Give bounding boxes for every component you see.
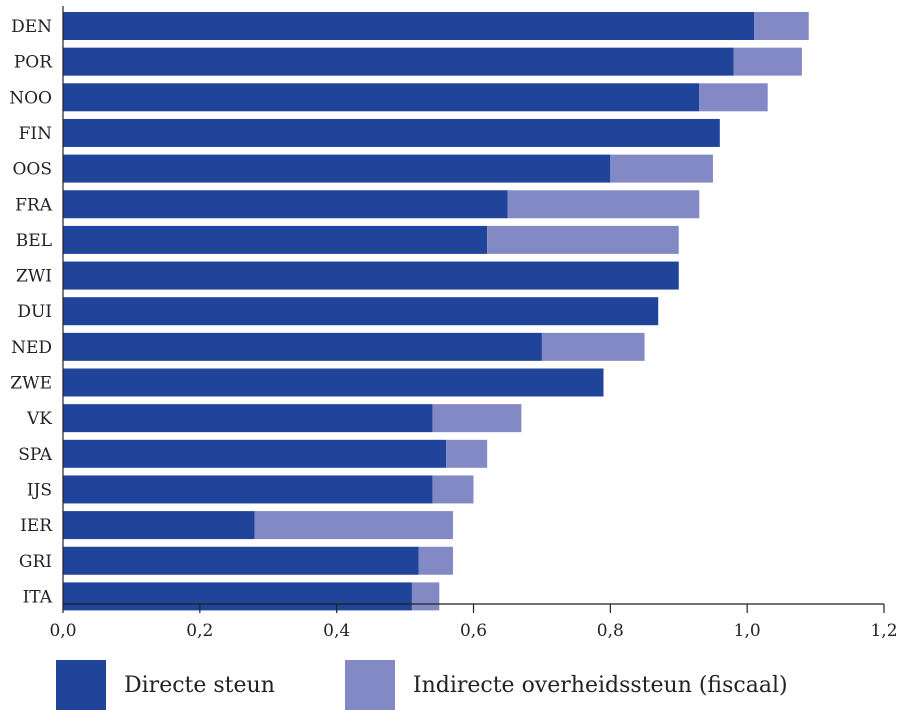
category-label-ita: ITA xyxy=(23,587,53,607)
category-label-gri: GRI xyxy=(19,552,52,572)
category-label-fra: FRA xyxy=(15,195,53,215)
legend-label-directe-steun: Directe steun xyxy=(124,672,275,698)
bar-ita-directe xyxy=(63,582,412,611)
category-label-ned: NED xyxy=(11,338,52,358)
x-tick-label: 0,6 xyxy=(460,621,487,641)
bar-por-directe xyxy=(63,47,734,76)
bar-ier-directe xyxy=(63,511,255,540)
category-label-por: POR xyxy=(14,53,53,73)
bar-fra-indirecte xyxy=(507,190,700,219)
bar-ier-indirecte xyxy=(254,511,453,540)
category-label-vk: VK xyxy=(26,409,52,429)
category-label-ijs: IJS xyxy=(27,480,52,500)
category-label-spa: SPA xyxy=(18,445,53,465)
category-label-noo: NOO xyxy=(9,88,52,108)
bar-spa-indirecte xyxy=(446,439,488,468)
legend-label-indirecte-steun: Indirecte overheidssteun (fiscaal) xyxy=(412,672,788,698)
bar-fin-directe xyxy=(63,118,720,147)
x-tick-label: 0,4 xyxy=(323,621,350,641)
bar-por-indirecte xyxy=(733,47,802,76)
category-label-oos: OOS xyxy=(12,160,52,180)
bar-noo-directe xyxy=(63,83,700,112)
bar-oos-indirecte xyxy=(610,154,713,183)
bar-fra-directe xyxy=(63,190,508,219)
bar-gri-directe xyxy=(63,546,419,575)
bar-oos-directe xyxy=(63,154,611,183)
category-label-bel: BEL xyxy=(16,231,52,251)
bar-gri-indirecte xyxy=(418,546,453,575)
bar-den-directe xyxy=(63,12,755,40)
bar-noo-indirecte xyxy=(699,83,768,112)
bar-vk-directe xyxy=(63,404,433,433)
legend-swatch-indirecte-steun xyxy=(344,660,395,710)
legend-swatch-directe-steun xyxy=(56,660,106,710)
x-tick-label: 0,0 xyxy=(49,621,76,641)
category-label-den: DEN xyxy=(11,17,52,37)
x-tick-label: 0,2 xyxy=(186,621,213,641)
bar-ijs-indirecte xyxy=(432,475,474,504)
legend-item-directe-steun: Directe steun xyxy=(56,660,275,710)
x-tick-label: 0,8 xyxy=(597,621,624,641)
category-label-zwi: ZWI xyxy=(16,267,52,287)
category-label-ier: IER xyxy=(20,516,53,536)
bar-bel-directe xyxy=(63,225,488,254)
x-tick-label: 1,2 xyxy=(870,621,897,641)
category-label-zwe: ZWE xyxy=(10,374,52,394)
bar-spa-directe xyxy=(63,439,447,468)
x-tick-label: 1,0 xyxy=(734,621,761,641)
bar-zwi-directe xyxy=(63,261,679,290)
bar-den-indirecte xyxy=(754,12,809,40)
bar-ned-indirecte xyxy=(541,332,645,361)
legend: Directe steun Indirecte overheidssteun (… xyxy=(56,660,858,710)
bar-ijs-directe xyxy=(63,475,433,504)
bar-dui-directe xyxy=(63,297,659,326)
category-label-fin: FIN xyxy=(19,124,53,144)
bar-vk-indirecte xyxy=(432,404,522,433)
legend-item-indirecte-steun: Indirecte overheidssteun (fiscaal) xyxy=(344,660,788,710)
bar-zwe-directe xyxy=(63,368,604,397)
bar-ita-indirecte xyxy=(411,582,440,611)
bar-ned-directe xyxy=(63,332,542,361)
category-label-dui: DUI xyxy=(17,302,52,322)
bar-bel-indirecte xyxy=(487,225,679,254)
